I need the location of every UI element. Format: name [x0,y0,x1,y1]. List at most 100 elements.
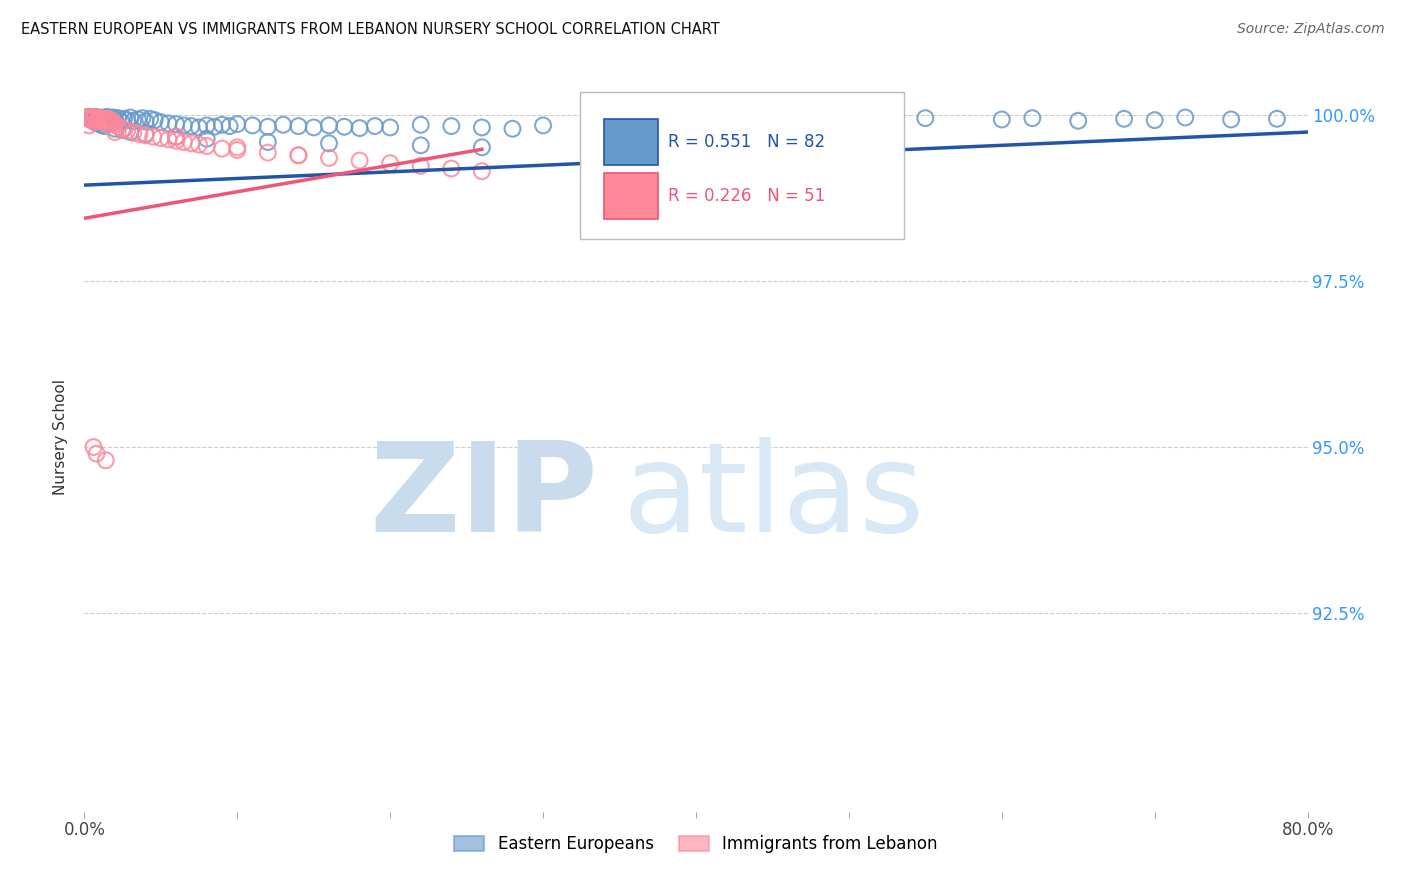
Point [271,118,294,132]
Point [87,112,110,126]
Point [287,119,309,133]
Point [86,110,108,124]
Point [180,119,202,133]
FancyBboxPatch shape [579,93,904,238]
Point [165,134,187,148]
Point [1114,112,1136,126]
Point [101,113,124,128]
Text: ZIP: ZIP [370,436,598,558]
FancyBboxPatch shape [605,119,658,165]
Point [104,118,127,132]
FancyBboxPatch shape [605,172,658,219]
Point [226,117,249,131]
Point [94,112,117,127]
Point [409,159,432,173]
Text: Source: ZipAtlas.com: Source: ZipAtlas.com [1237,22,1385,37]
Point [143,113,166,128]
Point [318,136,340,151]
Point [471,140,494,154]
Point [188,137,211,152]
Point [218,119,240,133]
Point [127,112,149,127]
Point [257,145,280,160]
Point [84,115,107,129]
Point [761,113,783,128]
Point [471,164,494,178]
Point [173,119,195,133]
Point [91,111,114,125]
Point [318,119,340,133]
Point [149,131,172,145]
Point [242,119,264,133]
Point [94,112,117,126]
Point [87,113,110,128]
Point [120,111,142,125]
Point [83,111,105,125]
Point [115,124,138,138]
Point [98,111,121,125]
Point [195,131,218,145]
Point [128,127,150,141]
Point [1021,111,1043,125]
Point [287,148,309,162]
Point [173,135,195,149]
Point [409,118,432,132]
Point [409,138,432,153]
Point [79,112,101,126]
Point [107,120,129,134]
Point [90,111,112,125]
Point [226,140,249,154]
Point [97,113,120,128]
Point [287,148,309,162]
Text: R = 0.551   N = 82: R = 0.551 N = 82 [668,133,825,151]
Point [86,114,108,128]
Point [318,151,340,165]
Point [1174,111,1197,125]
Point [77,112,100,126]
Point [838,112,860,127]
Point [226,143,249,157]
Point [98,116,121,130]
Point [93,115,115,129]
Point [107,111,129,125]
Point [135,114,157,128]
Point [157,116,180,130]
Point [349,121,371,136]
Point [471,120,494,135]
Point [77,110,100,124]
Point [90,113,112,128]
Point [115,113,138,128]
Point [1220,112,1243,127]
Point [112,112,135,126]
Point [83,440,105,454]
Text: EASTERN EUROPEAN VS IMMIGRANTS FROM LEBANON NURSERY SCHOOL CORRELATION CHART: EASTERN EUROPEAN VS IMMIGRANTS FROM LEBA… [21,22,720,37]
Point [333,120,356,134]
Point [103,111,125,125]
Point [104,112,127,127]
Point [103,116,125,130]
Point [380,120,402,135]
Point [180,136,202,151]
Point [101,113,124,128]
Point [157,132,180,146]
Point [149,115,172,129]
Point [87,116,110,130]
Point [257,135,280,149]
Y-axis label: Nursery School: Nursery School [53,379,69,495]
Point [135,128,157,143]
Point [122,113,145,128]
Point [80,111,103,125]
Point [502,121,524,136]
Point [89,113,111,128]
Point [531,119,554,133]
Point [84,110,107,124]
Point [96,110,118,124]
Text: R = 0.226   N = 51: R = 0.226 N = 51 [668,186,825,205]
Point [165,117,187,131]
Point [96,114,118,128]
Point [991,112,1014,127]
Point [914,111,936,125]
Point [440,119,463,133]
Point [104,121,127,136]
Point [84,112,107,127]
